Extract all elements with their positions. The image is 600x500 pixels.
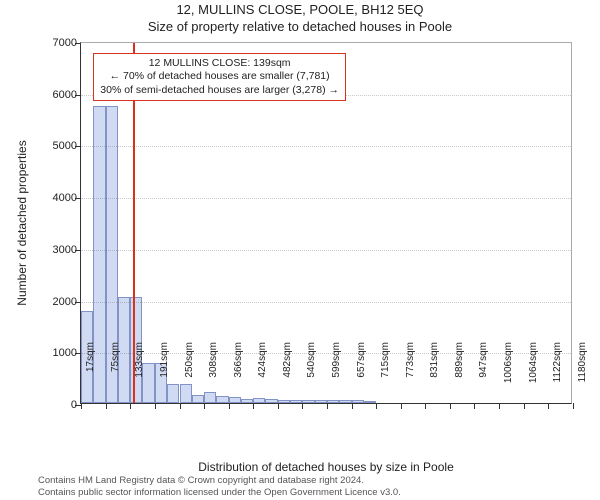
x-tick-label: 17sqm xyxy=(85,342,96,402)
x-tick-label: 1180sqm xyxy=(577,342,588,402)
x-tick xyxy=(499,403,500,409)
gridline xyxy=(81,353,571,354)
y-tick-label: 5000 xyxy=(37,140,77,152)
x-tick-label: 75sqm xyxy=(110,342,121,402)
y-axis-label: Number of detached properties xyxy=(15,42,35,404)
x-tick-label: 715sqm xyxy=(380,342,391,402)
footer-line1: Contains HM Land Registry data © Crown c… xyxy=(38,475,580,486)
x-tick xyxy=(155,403,156,409)
x-tick-label: 599sqm xyxy=(331,342,342,402)
x-tick xyxy=(204,403,205,409)
page: 12, MULLINS CLOSE, POOLE, BH12 5EQ Size … xyxy=(0,0,600,500)
annotation-line3: 30% of semi-detached houses are larger (… xyxy=(100,84,339,97)
x-tick-label: 773sqm xyxy=(405,342,416,402)
x-tick-label: 1122sqm xyxy=(552,342,563,402)
x-tick-label: 657sqm xyxy=(356,342,367,402)
x-axis-label: Distribution of detached houses by size … xyxy=(80,460,572,474)
page-title: 12, MULLINS CLOSE, POOLE, BH12 5EQ xyxy=(0,2,600,17)
x-tick-label: 1064sqm xyxy=(528,342,539,402)
x-tick-label: 482sqm xyxy=(282,342,293,402)
x-tick-label: 424sqm xyxy=(257,342,268,402)
x-tick xyxy=(524,403,525,409)
x-tick xyxy=(425,403,426,409)
gridline xyxy=(81,146,571,147)
x-tick xyxy=(81,403,82,409)
annotation-line2: ← 70% of detached houses are smaller (7,… xyxy=(100,70,339,83)
x-tick-label: 133sqm xyxy=(134,342,145,402)
x-tick xyxy=(106,403,107,409)
gridline xyxy=(81,302,571,303)
x-tick xyxy=(352,403,353,409)
x-tick xyxy=(180,403,181,409)
x-tick xyxy=(253,403,254,409)
x-tick xyxy=(278,403,279,409)
x-tick-label: 366sqm xyxy=(233,342,244,402)
y-tick-label: 3000 xyxy=(37,244,77,256)
y-tick-label: 4000 xyxy=(37,192,77,204)
x-tick xyxy=(548,403,549,409)
x-tick xyxy=(474,403,475,409)
x-tick xyxy=(130,403,131,409)
annotation-box: 12 MULLINS CLOSE: 139sqm← 70% of detache… xyxy=(93,53,346,100)
footer-attribution: Contains HM Land Registry data © Crown c… xyxy=(38,475,580,498)
x-tick-label: 250sqm xyxy=(184,342,195,402)
x-tick-label: 947sqm xyxy=(478,342,489,402)
x-tick xyxy=(573,403,574,409)
y-tick-label: 7000 xyxy=(37,37,77,49)
x-tick xyxy=(401,403,402,409)
x-tick-label: 831sqm xyxy=(429,342,440,402)
x-tick xyxy=(229,403,230,409)
gridline xyxy=(81,198,571,199)
y-tick-label: 2000 xyxy=(37,296,77,308)
page-subtitle: Size of property relative to detached ho… xyxy=(0,19,600,34)
y-tick-label: 6000 xyxy=(37,89,77,101)
x-tick-label: 191sqm xyxy=(159,342,170,402)
x-tick-label: 889sqm xyxy=(454,342,465,402)
y-tick-label: 0 xyxy=(37,399,77,411)
y-tick-label: 1000 xyxy=(37,347,77,359)
plot-area: 0100020003000400050006000700017sqm75sqm1… xyxy=(80,42,572,404)
x-tick xyxy=(302,403,303,409)
footer-line2: Contains public sector information licen… xyxy=(38,487,580,498)
x-tick-label: 1006sqm xyxy=(503,342,514,402)
x-tick xyxy=(376,403,377,409)
x-tick xyxy=(327,403,328,409)
gridline xyxy=(81,250,571,251)
annotation-line1: 12 MULLINS CLOSE: 139sqm xyxy=(100,57,339,70)
x-tick-label: 540sqm xyxy=(306,342,317,402)
x-tick-label: 308sqm xyxy=(208,342,219,402)
x-tick xyxy=(450,403,451,409)
